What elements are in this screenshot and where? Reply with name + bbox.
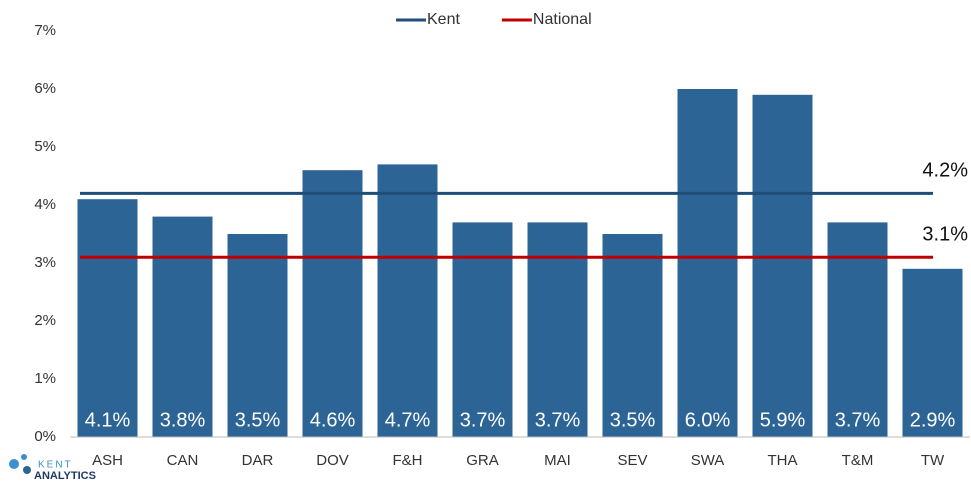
y-tick-label: 7% — [34, 22, 56, 39]
logo: KENT ANALYTICS — [9, 454, 96, 482]
y-tick-label: 6% — [34, 80, 56, 97]
bar — [602, 234, 663, 437]
x-tick-label: CAN — [167, 452, 199, 469]
y-tick-label: 0% — [34, 428, 56, 445]
bar — [752, 94, 813, 438]
bar — [377, 164, 438, 437]
value-label: 3.5% — [610, 409, 656, 431]
y-tick-label: 3% — [34, 254, 56, 271]
logo-dot — [21, 454, 27, 460]
bar — [227, 234, 288, 437]
value-label: 3.7% — [460, 409, 506, 431]
value-label: 4.1% — [85, 409, 131, 431]
x-tick-label: THA — [768, 452, 798, 469]
bar — [902, 268, 963, 437]
x-tick-label: F&H — [393, 452, 423, 469]
y-tick-label: 1% — [34, 370, 56, 387]
bar — [677, 89, 738, 437]
logo-text: ANALYTICS — [34, 470, 96, 482]
x-tick-label: DAR — [242, 452, 274, 469]
x-tick-label: SWA — [691, 452, 725, 469]
value-label: 6.0% — [685, 409, 731, 431]
value-label: 4.7% — [385, 409, 431, 431]
value-label: 4.6% — [310, 409, 356, 431]
reference-label: 4.2% — [922, 160, 968, 182]
value-label: 5.9% — [760, 409, 806, 431]
y-tick-label: 2% — [34, 312, 56, 329]
x-tick-label: SEV — [617, 452, 647, 469]
value-label: 3.7% — [835, 409, 881, 431]
value-label: 3.5% — [235, 409, 281, 431]
bar — [827, 222, 888, 437]
x-tick-label: DOV — [316, 452, 349, 469]
bar — [527, 222, 588, 437]
x-tick-label: TW — [921, 452, 945, 469]
bar — [302, 170, 363, 437]
x-tick-label: ASH — [92, 452, 123, 469]
x-tick-label: T&M — [842, 452, 874, 469]
x-tick-label: GRA — [466, 452, 499, 469]
bar — [452, 222, 513, 437]
value-label: 3.8% — [160, 409, 206, 431]
value-label: 2.9% — [910, 409, 956, 431]
reference-label: 3.1% — [922, 223, 968, 245]
legend-label: National — [533, 11, 592, 28]
x-tick-label: MAI — [544, 452, 571, 469]
legend-label: Kent — [427, 11, 460, 28]
bar — [77, 199, 138, 437]
logo-text: KENT — [38, 460, 73, 471]
logo-dot — [9, 459, 19, 469]
logo-dot — [23, 466, 31, 474]
y-tick-label: 5% — [34, 138, 56, 155]
y-tick-label: 4% — [34, 196, 56, 213]
bar — [152, 216, 213, 437]
value-label: 3.7% — [535, 409, 581, 431]
